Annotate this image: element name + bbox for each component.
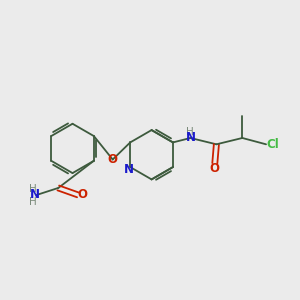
Text: N: N (30, 188, 40, 201)
Text: O: O (78, 188, 88, 201)
Text: H: H (186, 127, 194, 137)
Text: N: N (124, 163, 134, 176)
Text: O: O (108, 153, 118, 166)
Text: N: N (185, 131, 196, 145)
Text: O: O (210, 163, 220, 176)
Text: H: H (28, 184, 36, 194)
Text: Cl: Cl (266, 138, 279, 151)
Text: H: H (28, 197, 36, 207)
